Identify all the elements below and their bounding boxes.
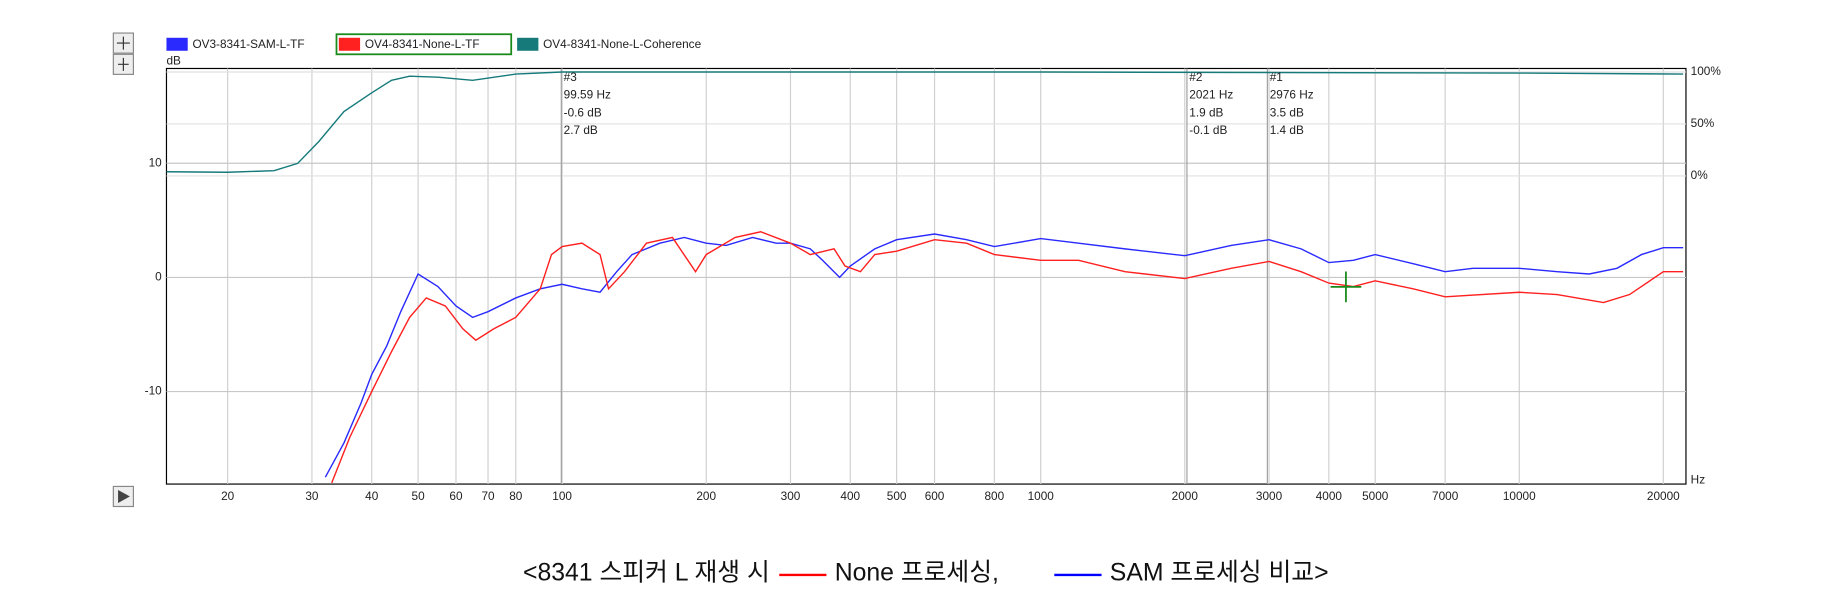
y2-tick-label: 50% [1691, 116, 1715, 130]
x-tick-label: 5000 [1362, 489, 1389, 503]
x-tick-label: 500 [887, 489, 907, 503]
x-tick-label: 1000 [1028, 489, 1055, 503]
y-axis-label: dB [166, 54, 181, 68]
x-tick-label: 70 [481, 489, 495, 503]
x-tick-label: 400 [840, 489, 860, 503]
fit-arrows [118, 57, 129, 71]
y-tick-label: 10 [149, 155, 163, 169]
pan-arrows [116, 36, 130, 50]
x-tick-label: 7000 [1432, 489, 1459, 503]
y-tick-label: -10 [145, 384, 162, 398]
x-tick-label: 3000 [1256, 489, 1283, 503]
series-line [166, 71, 1684, 173]
caption-text: SAM 프로세싱 비교> [1110, 558, 1329, 586]
marker-value: 2.7 dB [564, 123, 598, 137]
legend-swatch [166, 37, 188, 51]
marker-name: #3 [564, 70, 578, 84]
legend-label: OV4-8341-None-L-TF [365, 37, 480, 51]
marker-name: #2 [1189, 70, 1202, 84]
marker-value: -0.6 dB [564, 105, 602, 119]
caption-text: None 프로세싱, [835, 558, 999, 586]
marker-name: #1 [1270, 70, 1283, 84]
x-tick-label: 60 [449, 489, 463, 503]
x-axis-label: Hz [1691, 473, 1706, 487]
marker-value: 1.9 dB [1189, 105, 1223, 119]
x-tick-label: 20000 [1647, 489, 1680, 503]
toolbar-icons [112, 32, 135, 508]
caption-text: <8341 스피커 L 재생 시 [523, 558, 770, 586]
x-tick-label: 10000 [1503, 489, 1536, 503]
marker-frequency: 99.59 Hz [564, 88, 611, 102]
labels: 20 30 40 50 60 70 80 100 200 300 400 500 600 800 1000 2… [145, 64, 1722, 503]
legend-label: OV3-8341-SAM-L-TF [192, 37, 304, 51]
x-tick-label: 800 [984, 489, 1004, 503]
x-tick-label: 40 [365, 489, 379, 503]
plot-area [165, 67, 1687, 485]
marker-frequency: 2021 Hz [1189, 88, 1233, 102]
x-tick-label: 200 [696, 489, 716, 503]
y2-tick-label: 0% [1691, 168, 1709, 182]
y2-tick-label: 100% [1691, 64, 1722, 78]
x-tick-label: 80 [509, 489, 523, 503]
x-tick-label: 20 [221, 489, 235, 503]
x-tick-label: 100 [552, 489, 572, 503]
x-tick-label: 300 [781, 489, 801, 503]
lines [166, 71, 1684, 484]
cursor [1330, 271, 1362, 303]
x-tick-label: 30 [305, 489, 319, 503]
play-triangle [118, 489, 130, 503]
x-tick-label: 4000 [1316, 489, 1343, 503]
marker-value: 1.4 dB [1270, 123, 1304, 137]
x-tick-label: 50 [412, 489, 426, 503]
x-tick-label: 2000 [1172, 489, 1199, 503]
marker-frequency: 2976 Hz [1270, 88, 1314, 102]
legend-label: OV4-8341-None-L-Coherence [543, 37, 701, 51]
y-tick-label: 0 [155, 270, 162, 284]
caption: <8341 스피커 L 재생 시 None 프로세싱, SAM 프로세싱 비교> [523, 558, 1329, 586]
legend-swatch [517, 37, 539, 51]
series-line [331, 231, 1684, 484]
legend-selection [335, 33, 513, 56]
marker-value: 3.5 dB [1270, 105, 1304, 119]
x-tick-label: 600 [925, 489, 945, 503]
grid [166, 68, 1686, 485]
series-line [324, 233, 1684, 478]
legend-swatch [338, 37, 361, 51]
marker-value: -0.1 dB [1189, 123, 1227, 137]
